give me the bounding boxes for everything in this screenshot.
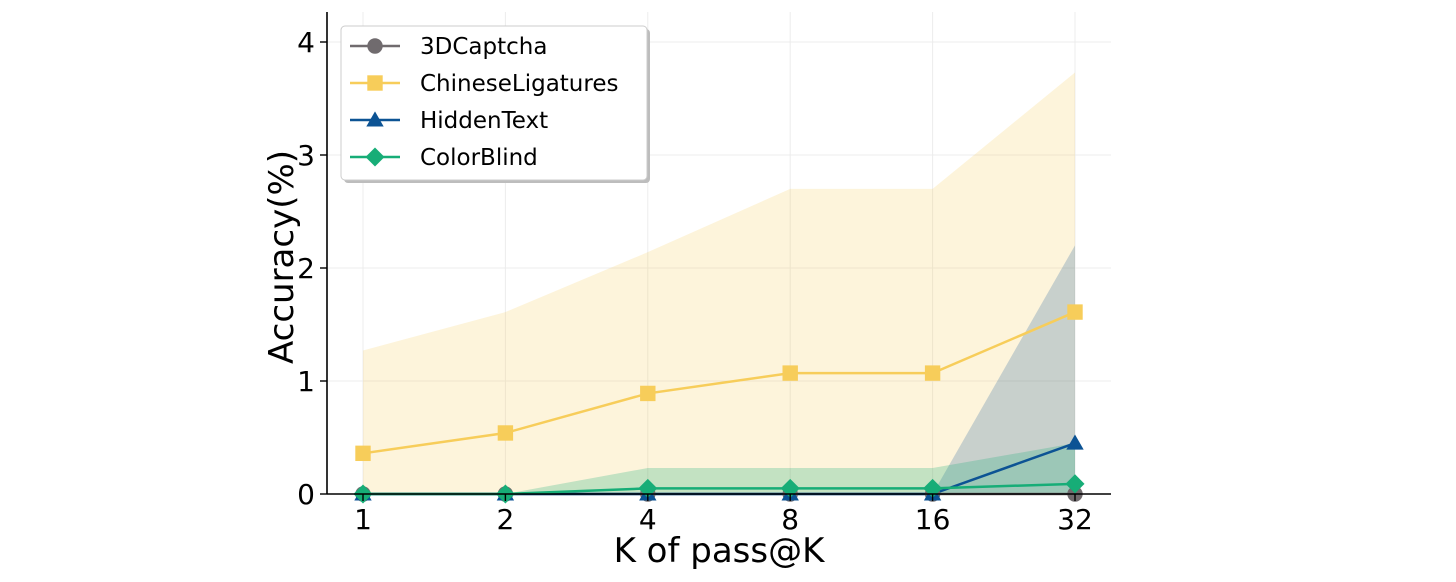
point-colorblind [638,478,658,498]
point-hiddentext [1066,434,1084,450]
ticks: 1 2 4 8 16 32 0 1 2 3 4 [297,26,1093,536]
x-tick-label: 32 [1057,503,1093,536]
x-tick-label: 1 [354,503,372,536]
legend-marker [365,147,385,167]
legend-marker [367,75,383,91]
point-chineseligatures [355,445,371,462]
y-axis-title: Accuracy(%) [262,150,302,364]
point-colorblind [1065,474,1085,494]
axes [326,12,1111,495]
legend-marker [367,38,383,54]
x-tick-label: 8 [781,503,799,536]
y-tick-label: 2 [297,252,315,285]
point-chineseligatures [924,365,941,381]
point-chineseligatures [782,365,798,381]
y-tick-label: 1 [297,365,315,398]
x-tick-label: 16 [915,503,951,536]
line-chineseligatures [362,310,1076,455]
band-colorblind [363,443,1075,494]
point-colorblind [923,478,943,498]
legend-marker [366,111,384,127]
legend-label: 3DCaptcha [420,34,547,60]
series-markers [353,304,1085,504]
x-tick-label: 4 [639,503,657,536]
x-axis-title: K of pass@K [614,531,827,571]
point-chineseligatures [640,385,656,402]
point-chineseligatures [1067,304,1083,320]
band-chineseligatures [363,72,1075,494]
legend: 3DCaptcha ChineseLigatures HiddenText Color… [340,25,650,183]
point-chineseligatures [497,425,514,441]
legend-label: ColorBlind [420,145,538,171]
legend-label: ChineseLigatures [420,71,618,97]
y-tick-label: 3 [297,139,315,172]
y-tick-label: 4 [297,26,315,59]
y-tick-label: 0 [297,478,315,511]
legend-label: HiddenText [420,108,548,134]
x-tick-label: 2 [496,503,514,536]
legend-box [340,25,648,181]
point-colorblind [780,478,800,498]
